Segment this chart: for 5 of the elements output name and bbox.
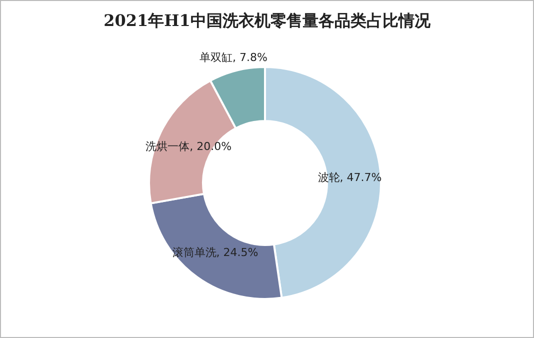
slice-label: 单双缸, 7.8% (199, 50, 268, 64)
chart-title: 2021年H1中国洗衣机零售量各品类占比情况 (104, 11, 432, 30)
slice-label: 波轮, 47.7% (318, 170, 382, 184)
slice-label: 洗烘一体, 20.0% (146, 140, 232, 153)
slice-label: 滚筒单洗, 24.5% (172, 246, 258, 259)
